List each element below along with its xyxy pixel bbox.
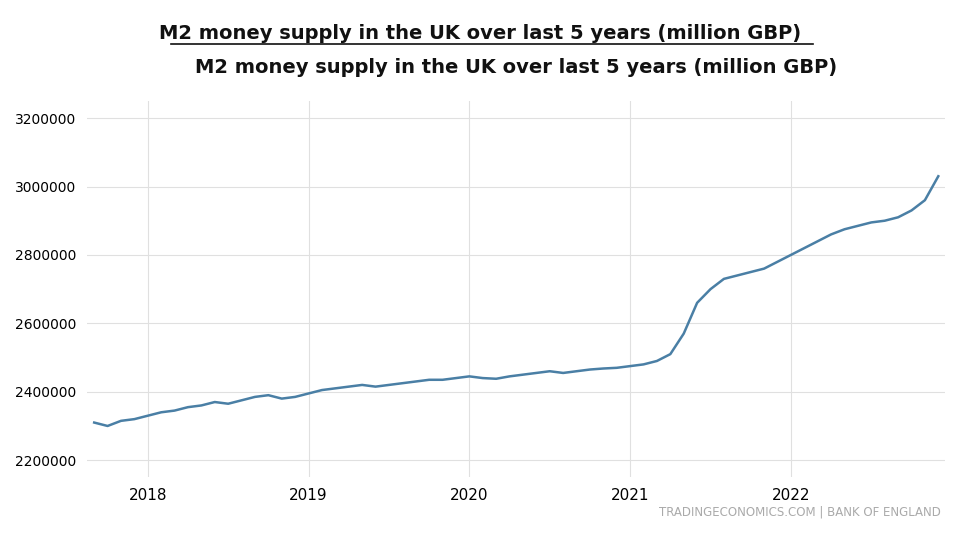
Text: M2 money supply in the UK over last 5 years (million GBP): M2 money supply in the UK over last 5 ye… xyxy=(159,24,801,43)
Text: TRADINGECONOMICS.COM | BANK OF ENGLAND: TRADINGECONOMICS.COM | BANK OF ENGLAND xyxy=(659,505,941,518)
Title: M2 money supply in the UK over last 5 years (million GBP): M2 money supply in the UK over last 5 ye… xyxy=(195,58,837,77)
